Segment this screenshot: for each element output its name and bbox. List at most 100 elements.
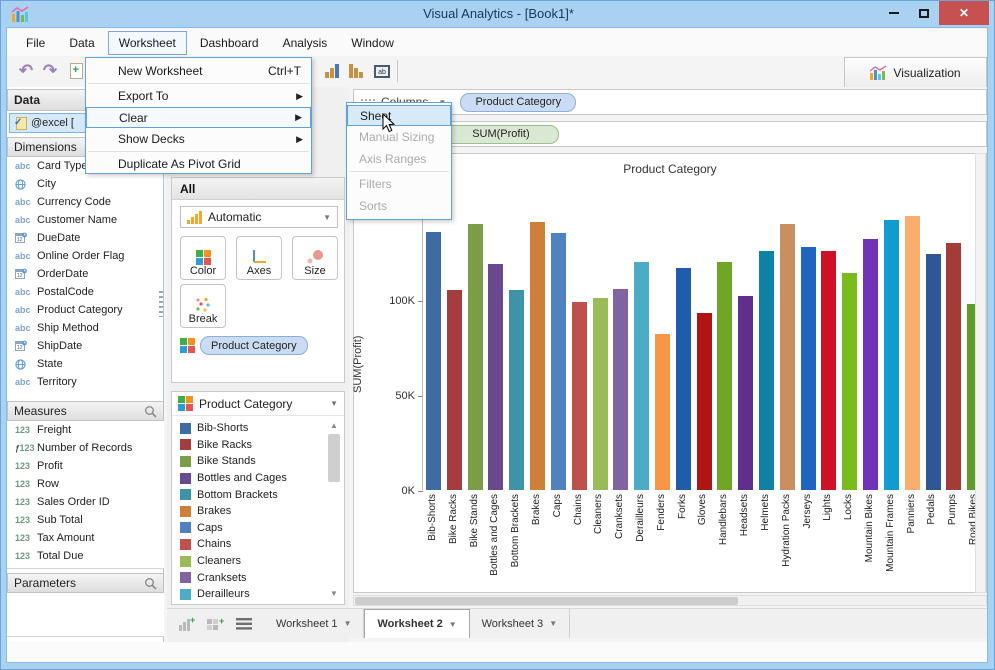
scroll-thumb[interactable] <box>355 597 738 605</box>
measure-tax-amount[interactable]: 123 Tax Amount <box>7 529 164 547</box>
legend-item-brakes[interactable]: Brakes <box>174 503 326 520</box>
new-sheet-button[interactable] <box>65 60 87 82</box>
dimension-city[interactable]: City <box>7 175 164 193</box>
chart-vertical-scrollbar[interactable] <box>975 153 986 593</box>
measure-profit[interactable]: 123 Profit <box>7 457 164 475</box>
visualization-tab[interactable]: Visualization <box>844 57 987 87</box>
mark-type-dropdown[interactable]: Automatic ▼ <box>180 206 338 228</box>
dimension-orderdate[interactable]: 12 OrderDate <box>7 265 164 283</box>
legend-item-bike-racks[interactable]: Bike Racks <box>174 437 326 454</box>
break-button[interactable]: Break <box>180 284 226 328</box>
rows-shelf[interactable]: Rows ▼ SUM(Profit) <box>353 121 987 147</box>
bar-locks[interactable] <box>842 273 858 490</box>
maximize-button[interactable] <box>909 1 939 25</box>
menu-item-duplicate-as-pivot-grid[interactable]: Duplicate As Pivot Grid <box>86 153 311 175</box>
measure-row[interactable]: 123 Row <box>7 475 164 493</box>
color-button[interactable]: Color <box>180 236 226 280</box>
bar-cranksets[interactable] <box>613 289 629 490</box>
dimension-shipdate[interactable]: 12 ShipDate <box>7 337 164 355</box>
dimension-duedate[interactable]: 12 DueDate <box>7 229 164 247</box>
dimension-online-order-flag[interactable]: abc Online Order Flag <box>7 247 164 265</box>
bar-cleaners[interactable] <box>592 298 608 490</box>
menu-item-export-to[interactable]: Export To ▶ <box>86 85 311 107</box>
dimension-territory[interactable]: abc Territory <box>7 373 164 391</box>
bar-forks[interactable] <box>675 268 691 490</box>
bar-mountain-bikes[interactable] <box>863 239 879 490</box>
dimension-postalcode[interactable]: abc PostalCode <box>7 283 164 301</box>
bar-pumps[interactable] <box>946 243 962 490</box>
dimension-customer-name[interactable]: abc Customer Name <box>7 211 164 229</box>
bar-jerseys[interactable] <box>800 247 816 490</box>
close-button[interactable]: ✕ <box>939 1 989 25</box>
bar-bottles-and-cages[interactable] <box>488 264 504 490</box>
bar-handlebars[interactable] <box>717 262 733 490</box>
bar-bottom-brackets[interactable] <box>509 290 525 490</box>
axes-button[interactable]: Axes <box>236 236 282 280</box>
new-dashboard-icon[interactable]: + <box>207 616 226 632</box>
legend-item-caps[interactable]: Caps <box>174 520 326 537</box>
rows-pill-sum-profit[interactable]: SUM(Profit) <box>442 124 559 144</box>
measure-sales-order-id[interactable]: 123 Sales Order ID <box>7 493 164 511</box>
menu-dashboard[interactable]: Dashboard <box>199 35 259 50</box>
tab-worksheet-3[interactable]: Worksheet 3 ▼ <box>470 609 571 638</box>
bar-pedals[interactable] <box>925 254 941 490</box>
measure-total-due[interactable]: 123 Total Due <box>7 547 164 565</box>
chevron-down-icon[interactable]: ▼ <box>549 619 558 628</box>
columns-pill-product-category[interactable]: Product Category <box>460 92 577 112</box>
bar-brakes[interactable] <box>530 222 546 490</box>
bar-lights[interactable] <box>821 251 837 490</box>
menu-item-new-worksheet[interactable]: New Worksheet Ctrl+T <box>86 60 311 82</box>
bar-bib-shorts[interactable] <box>426 232 441 490</box>
marks-pill-product-category[interactable]: Product Category <box>200 336 308 355</box>
legend-item-cleaners[interactable]: Cleaners <box>174 553 326 570</box>
menu-worksheet[interactable]: Worksheet <box>107 30 187 55</box>
chevron-down-icon[interactable]: ▼ <box>330 399 338 408</box>
menu-window[interactable]: Window <box>351 35 394 50</box>
bar-caps[interactable] <box>550 233 566 490</box>
chevron-down-icon[interactable]: ▼ <box>343 619 352 628</box>
dimension-state[interactable]: State <box>7 355 164 373</box>
columns-shelf[interactable]: Columns ▼ Product Category <box>353 89 987 115</box>
panel-splitter[interactable] <box>159 291 163 317</box>
measure-sub-total[interactable]: 123 Sub Total <box>7 511 164 529</box>
legend-item-chains[interactable]: Chains <box>174 536 326 553</box>
chevron-down-icon[interactable]: ▼ <box>448 619 457 629</box>
new-worksheet-icon[interactable]: + <box>179 616 197 632</box>
tab-worksheet-2[interactable]: Worksheet 2 ▼ <box>364 609 470 638</box>
menu-analysis[interactable]: Analysis <box>282 35 328 50</box>
menu-item-clear[interactable]: Clear ▶ <box>86 107 311 128</box>
bar-bike-racks[interactable] <box>446 290 462 490</box>
sheet-list-icon[interactable] <box>236 617 252 630</box>
show-labels-button[interactable]: ab <box>371 60 393 82</box>
chart-horizontal-scrollbar[interactable] <box>353 595 987 606</box>
undo-button[interactable]: ↶ <box>15 60 37 82</box>
bar-hydration-packs[interactable] <box>779 224 795 490</box>
bar-chains[interactable] <box>571 302 587 490</box>
legend-item-bottles-and-cages[interactable]: Bottles and Cages <box>174 470 326 487</box>
legend-item-bib-shorts[interactable]: Bib-Shorts <box>174 420 326 437</box>
bar-derailleurs[interactable] <box>634 262 650 490</box>
scroll-down-icon[interactable]: ▼ <box>330 589 338 598</box>
dimension-product-category[interactable]: abc Product Category <box>7 301 164 319</box>
dimension-card-type[interactable]: abc Card Type <box>7 157 164 175</box>
legend-item-derailleurs[interactable]: Derailleurs <box>174 586 326 602</box>
measure-number-of-records[interactable]: ƒ123 Number of Records <box>7 439 164 457</box>
scroll-up-icon[interactable]: ▲ <box>330 421 338 430</box>
bar-gloves[interactable] <box>696 313 712 490</box>
sort-descending-button[interactable] <box>345 60 367 82</box>
tab-worksheet-1[interactable]: Worksheet 1 ▼ <box>264 609 365 638</box>
measure-freight[interactable]: 123 Freight <box>7 421 164 439</box>
search-icon[interactable] <box>144 577 157 590</box>
legend-item-bottom-brackets[interactable]: Bottom Brackets <box>174 486 326 503</box>
bar-fenders[interactable] <box>654 334 670 490</box>
search-icon[interactable] <box>144 405 157 418</box>
redo-button[interactable]: ↷ <box>39 60 61 82</box>
legend-item-bike-stands[interactable]: Bike Stands <box>174 453 326 470</box>
bar-mountain-frames[interactable] <box>883 220 899 490</box>
bar-headsets[interactable] <box>738 296 754 490</box>
legend-scrollbar[interactable]: ▲ ▼ <box>327 420 341 600</box>
dimension-ship-method[interactable]: abc Ship Method <box>7 319 164 337</box>
scroll-thumb[interactable] <box>328 434 340 482</box>
legend-item-cranksets[interactable]: Cranksets <box>174 569 326 586</box>
bar-panniers[interactable] <box>904 216 920 490</box>
